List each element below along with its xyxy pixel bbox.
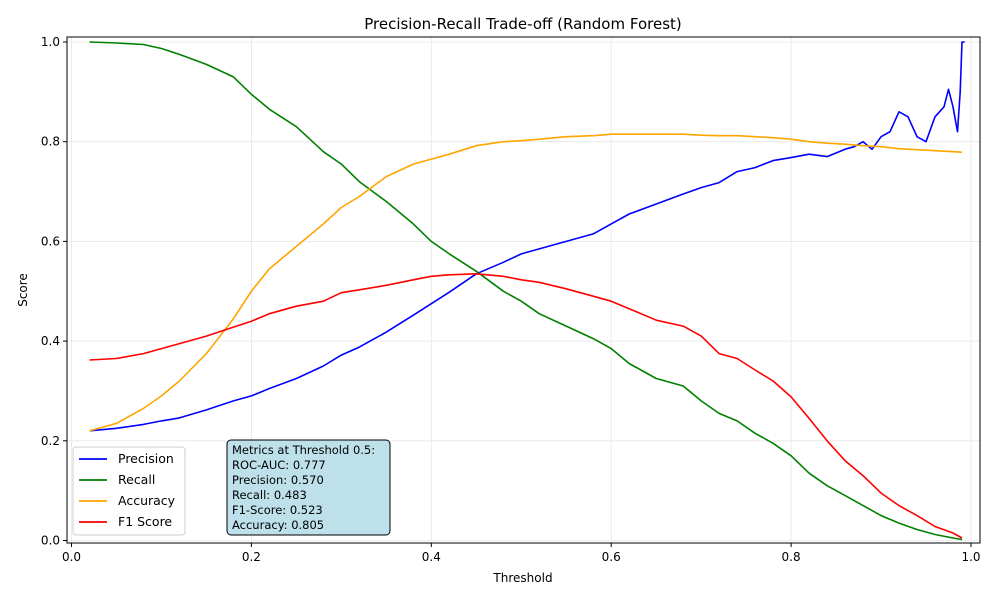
series-line-accuracy bbox=[89, 133, 963, 432]
x-axis: 0.0 0.2 0.4 0.6 0.8 1.0 bbox=[62, 543, 981, 564]
metrics-line: Metrics at Threshold 0.5: bbox=[232, 443, 375, 457]
y-tick-label: 0.8 bbox=[41, 135, 60, 149]
metrics-line: Recall: 0.483 bbox=[232, 488, 307, 502]
series-line-precision bbox=[89, 41, 965, 432]
metrics-box-frame bbox=[226, 439, 391, 536]
metrics-line: Accuracy: 0.805 bbox=[232, 518, 324, 532]
series-layer bbox=[89, 41, 965, 541]
y-tick-label: 1.0 bbox=[41, 35, 60, 49]
x-tick-label: 0.0 bbox=[62, 550, 81, 564]
metrics-box: Metrics at Threshold 0.5: ROC-AUC: 0.777… bbox=[226, 439, 391, 536]
y-tick-label: 0.0 bbox=[41, 534, 60, 548]
metrics-line: ROC-AUC: 0.777 bbox=[232, 458, 326, 472]
x-axis-label: Threshold bbox=[492, 571, 552, 585]
y-tick-label: 0.4 bbox=[41, 334, 60, 348]
legend-label: Accuracy bbox=[118, 493, 176, 508]
legend: Precision Recall Accuracy F1 Score bbox=[72, 446, 186, 536]
grid bbox=[67, 37, 980, 543]
x-tick-label: 0.6 bbox=[602, 550, 621, 564]
x-tick-label: 0.8 bbox=[782, 550, 801, 564]
chart-title: Precision-Recall Trade-off (Random Fores… bbox=[364, 15, 682, 33]
legend-frame bbox=[72, 446, 186, 536]
y-tick-label: 0.6 bbox=[41, 234, 60, 248]
x-tick-label: 0.2 bbox=[242, 550, 261, 564]
plot-frame bbox=[66, 36, 981, 544]
y-tick-label: 0.2 bbox=[41, 434, 60, 448]
legend-label: Precision bbox=[118, 451, 174, 466]
x-tick-label: 1.0 bbox=[961, 550, 980, 564]
metrics-line: F1-Score: 0.523 bbox=[232, 503, 323, 517]
legend-label: F1 Score bbox=[118, 514, 172, 529]
y-axis: 0.0 0.2 0.4 0.6 0.8 1.0 bbox=[41, 35, 67, 548]
series-line-recall bbox=[89, 41, 963, 541]
legend-label: Recall bbox=[118, 472, 155, 487]
y-axis-label: Score bbox=[16, 273, 30, 307]
metrics-line: Precision: 0.570 bbox=[232, 473, 324, 487]
series-line-f1-score bbox=[89, 272, 963, 539]
x-tick-label: 0.4 bbox=[422, 550, 441, 564]
